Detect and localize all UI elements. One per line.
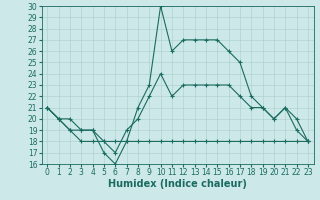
X-axis label: Humidex (Indice chaleur): Humidex (Indice chaleur) <box>108 179 247 189</box>
